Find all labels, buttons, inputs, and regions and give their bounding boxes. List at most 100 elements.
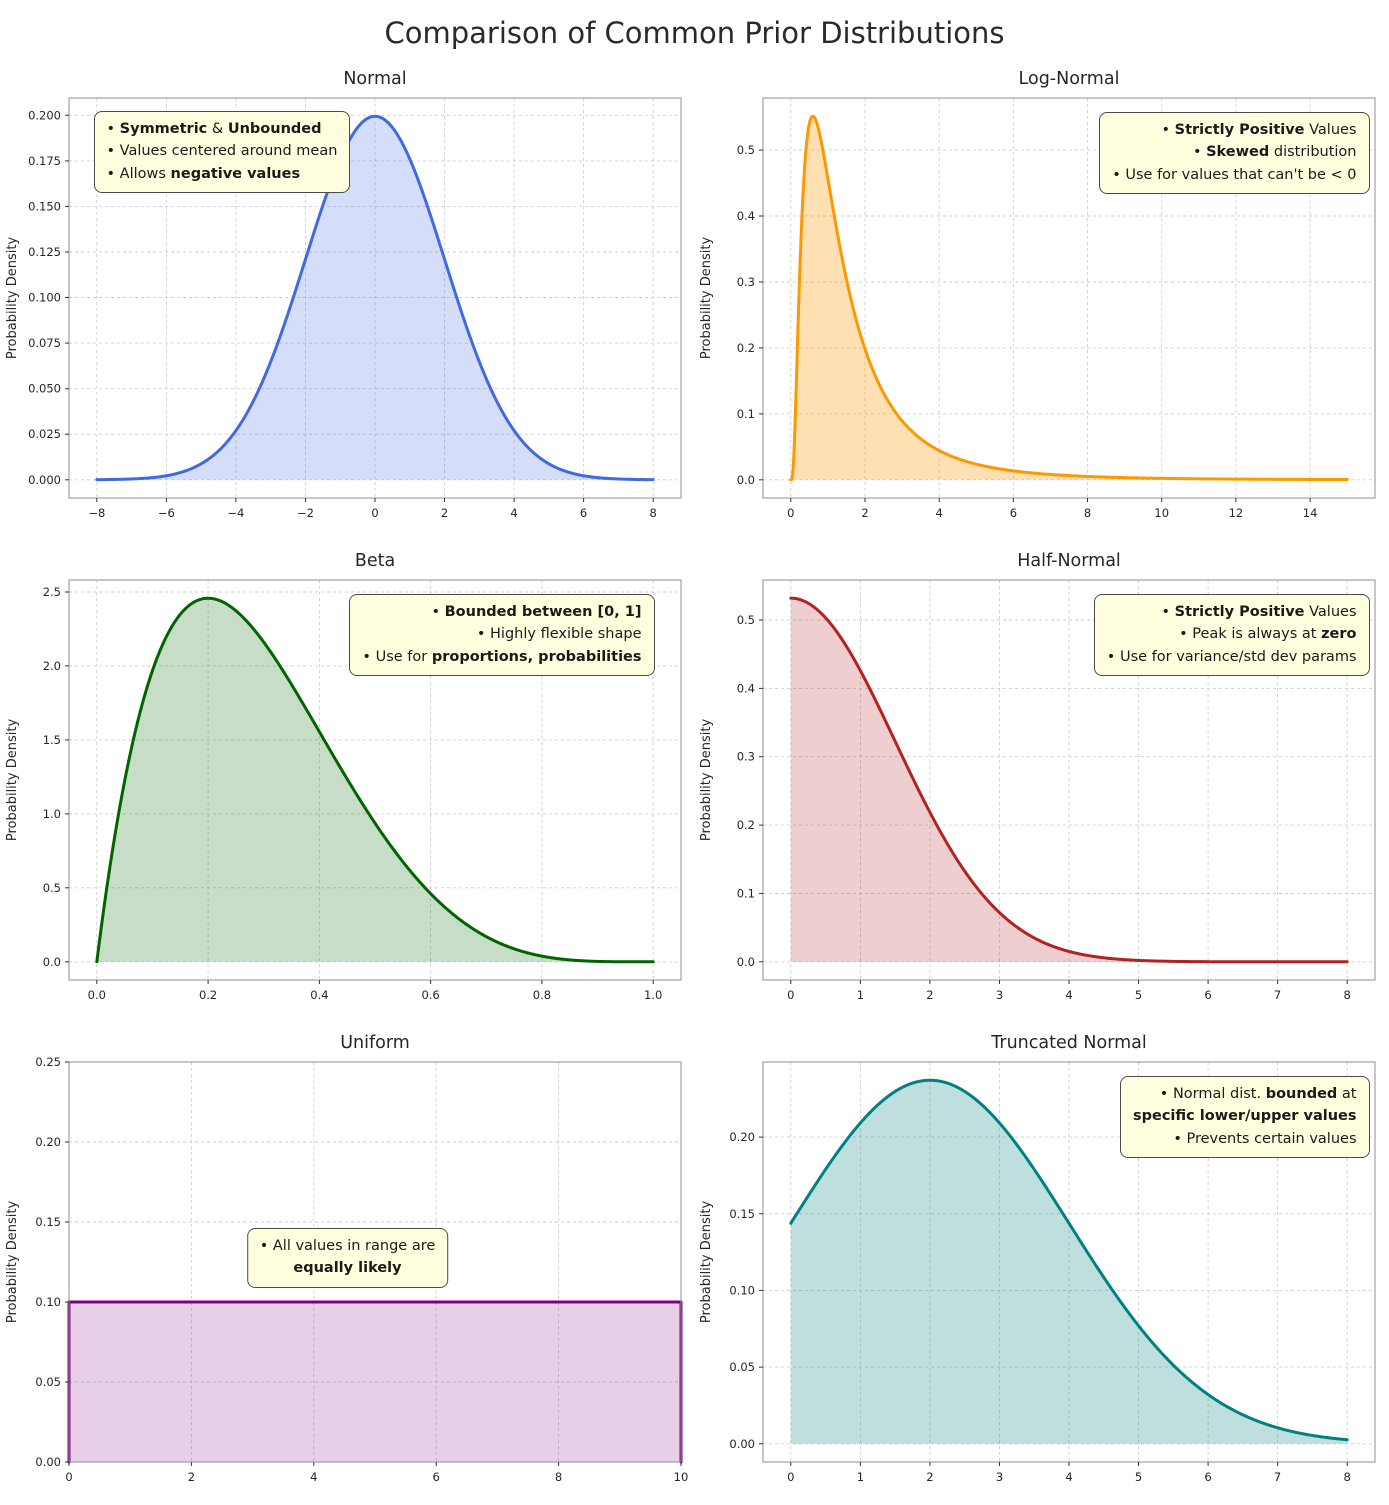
svg-text:0.0: 0.0 xyxy=(736,955,754,969)
svg-text:0.050: 0.050 xyxy=(28,382,61,396)
svg-text:0.0: 0.0 xyxy=(87,988,105,1002)
y-axis-label: Probability Density xyxy=(699,1201,714,1324)
y-axis-label: Probability Density xyxy=(699,237,714,360)
subplot-title: Half-Normal xyxy=(1017,551,1121,571)
uniform-annotation: • All values in range are equally likely xyxy=(246,1228,449,1288)
axis-ticks: 0 2 4 6 8 10 12 14 0.0 0.1 0.2 0.3 0.4 0.5 xyxy=(736,143,1317,520)
svg-text:5: 5 xyxy=(1134,1470,1141,1484)
svg-text:0.00: 0.00 xyxy=(35,1455,61,1469)
annotation-line: • Use for values that can't be < 0 xyxy=(1112,166,1357,183)
normal-annotation: • Symmetric & Unbounded • Values centered… xyxy=(93,111,351,194)
svg-text:0.025: 0.025 xyxy=(28,427,61,441)
svg-text:0.8: 0.8 xyxy=(532,988,550,1002)
subplot-title: Truncated Normal xyxy=(990,1033,1146,1053)
annotation-line: • Use for proportions, probabilities xyxy=(362,648,642,665)
svg-text:8: 8 xyxy=(649,506,656,520)
svg-text:−8: −8 xyxy=(88,506,105,520)
svg-text:6: 6 xyxy=(432,1470,439,1484)
normal-area xyxy=(96,116,653,480)
plot-border xyxy=(762,97,1375,499)
svg-text:8: 8 xyxy=(554,1470,561,1484)
svg-text:0.3: 0.3 xyxy=(736,750,754,764)
annotation-line: • Strictly Positive Values xyxy=(1161,604,1357,620)
svg-text:0: 0 xyxy=(787,506,794,520)
svg-text:0: 0 xyxy=(787,1470,794,1484)
svg-text:2: 2 xyxy=(926,988,933,1002)
beta-annotation: • Bounded between [0, 1] • Highly flexibl… xyxy=(349,594,655,677)
y-axis-label: Probability Density xyxy=(5,237,20,360)
svg-text:4: 4 xyxy=(310,1470,317,1484)
annotation-line: • Strictly Positive Values xyxy=(1161,122,1357,138)
uniform-chart: 0 2 4 6 8 10 0.00 0.05 0.10 0.15 0.20 0.25 Uniform Pr… xyxy=(5,1033,688,1484)
svg-text:8: 8 xyxy=(1083,506,1090,520)
annotation-line: • Allows negative values xyxy=(106,165,301,182)
svg-text:10: 10 xyxy=(1154,506,1169,520)
svg-text:0.200: 0.200 xyxy=(28,108,61,122)
halfnormal-chart: 0 1 2 3 4 5 6 7 8 0.0 0.1 0.2 0.3 0.4 0.5 Half-Normal Pr… xyxy=(699,551,1375,1002)
svg-text:0.20: 0.20 xyxy=(35,1135,61,1149)
figure: Comparison of Common Prior Distributions… xyxy=(0,16,1389,1504)
svg-text:7: 7 xyxy=(1273,1470,1280,1484)
subplot-truncnorm: 0 1 2 3 4 5 6 7 8 0.00 0.05 0.10 0.15 0.20 Truncated N… xyxy=(695,1022,1389,1504)
svg-text:4: 4 xyxy=(935,506,942,520)
svg-text:0.100: 0.100 xyxy=(28,291,61,305)
svg-text:0.2: 0.2 xyxy=(736,818,754,832)
svg-text:2.0: 2.0 xyxy=(42,659,60,673)
lognormal-annotation: • Strictly Positive Values • Skewed distr… xyxy=(1099,112,1370,195)
svg-text:6: 6 xyxy=(1204,988,1211,1002)
svg-text:12: 12 xyxy=(1228,506,1243,520)
svg-text:10: 10 xyxy=(673,1470,688,1484)
svg-text:0.5: 0.5 xyxy=(42,881,60,895)
y-axis-label: Probability Density xyxy=(5,719,20,842)
annotation-line: • Skewed distribution xyxy=(1192,144,1357,161)
svg-text:6: 6 xyxy=(1009,506,1016,520)
svg-text:4: 4 xyxy=(1065,1470,1072,1484)
svg-text:2: 2 xyxy=(861,506,868,520)
svg-text:0.2: 0.2 xyxy=(736,341,754,355)
annotation-line: • Symmetric & Unbounded xyxy=(106,121,322,137)
svg-text:6: 6 xyxy=(1204,1470,1211,1484)
subplot-grid: −8 −6 −4 −2 0 2 4 6 8 0.000 0.025 0.050 0.075 0.100 0.… xyxy=(0,58,1389,1504)
svg-text:0.5: 0.5 xyxy=(736,613,754,627)
subplot-title: Log-Normal xyxy=(1018,69,1119,89)
subplot-title: Uniform xyxy=(340,1033,410,1053)
svg-text:7: 7 xyxy=(1273,988,1280,1002)
svg-text:0.15: 0.15 xyxy=(729,1207,755,1221)
halfnormal-area xyxy=(790,598,1347,962)
figure-title: Comparison of Common Prior Distributions xyxy=(384,16,1005,50)
svg-text:0.0: 0.0 xyxy=(736,473,754,487)
svg-text:0.20: 0.20 xyxy=(729,1130,755,1144)
svg-text:0.175: 0.175 xyxy=(28,154,61,168)
svg-text:0: 0 xyxy=(65,1470,72,1484)
axis-ticks: 0 1 2 3 4 5 6 7 8 0.0 0.1 0.2 0.3 0.4 0.5 xyxy=(736,613,1350,1002)
svg-text:0.25: 0.25 xyxy=(35,1055,61,1069)
normal-curve xyxy=(94,114,655,482)
svg-text:0.10: 0.10 xyxy=(35,1295,61,1309)
subplot-beta: 0.0 0.2 0.4 0.6 0.8 1.0 0.0 0.5 1.0 1.5 2.0 2.5 Beta… xyxy=(1,540,695,1022)
svg-text:1.0: 1.0 xyxy=(42,807,60,821)
svg-text:0.4: 0.4 xyxy=(310,988,328,1002)
normal-chart: −8 −6 −4 −2 0 2 4 6 8 0.000 0.025 0.050 0.075 0.100 0.… xyxy=(5,69,681,520)
svg-text:4: 4 xyxy=(1065,988,1072,1002)
truncnorm-annotation: • Normal dist. bounded at specific lower/… xyxy=(1119,1076,1370,1159)
svg-text:0.0: 0.0 xyxy=(42,955,60,969)
plot-border xyxy=(68,579,681,981)
svg-text:0: 0 xyxy=(371,506,378,520)
svg-text:2: 2 xyxy=(187,1470,194,1484)
subplot-uniform: 0 2 4 6 8 10 0.00 0.05 0.10 0.15 0.20 0.25 Uniform Pr… xyxy=(1,1022,695,1504)
svg-text:1: 1 xyxy=(856,988,863,1002)
annotation-line: • Peak is always at zero xyxy=(1179,626,1357,643)
lognormal-area xyxy=(790,116,1347,480)
svg-text:0.3: 0.3 xyxy=(736,275,754,289)
svg-text:0.000: 0.000 xyxy=(28,473,61,487)
annotation-line: • Normal dist. bounded at xyxy=(1159,1086,1357,1102)
annotation-line: • Values centered around mean xyxy=(106,143,338,160)
svg-text:−6: −6 xyxy=(157,506,174,520)
subplot-title: Normal xyxy=(343,69,406,89)
svg-text:0.125: 0.125 xyxy=(28,245,61,259)
gridlines xyxy=(68,98,681,498)
svg-text:−2: −2 xyxy=(297,506,314,520)
svg-text:0.1: 0.1 xyxy=(736,887,754,901)
truncnorm-curve xyxy=(788,1078,1349,1442)
gridlines xyxy=(762,98,1375,498)
